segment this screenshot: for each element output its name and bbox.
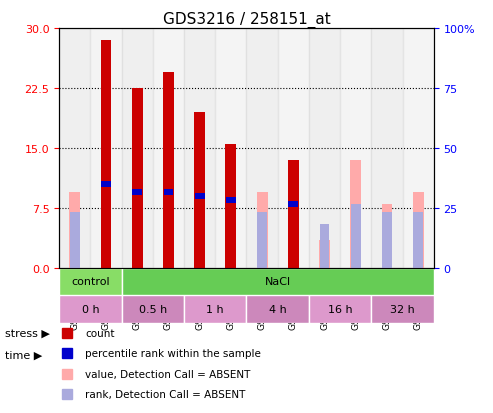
FancyBboxPatch shape: [246, 295, 309, 323]
Text: NaCl: NaCl: [265, 277, 291, 287]
Bar: [164, 189, 174, 195]
Bar: [288, 201, 298, 207]
Text: count: count: [85, 328, 115, 338]
Bar: [153, 29, 184, 268]
Bar: [382, 204, 392, 268]
Text: time ▶: time ▶: [5, 350, 42, 360]
Bar: [90, 29, 122, 268]
Bar: [226, 197, 236, 204]
FancyBboxPatch shape: [184, 295, 246, 323]
Bar: [225, 145, 236, 268]
Bar: [132, 89, 142, 268]
Text: control: control: [71, 277, 110, 287]
Bar: [59, 29, 90, 268]
Text: value, Detection Call = ABSENT: value, Detection Call = ABSENT: [85, 369, 251, 379]
FancyBboxPatch shape: [59, 295, 122, 323]
Text: 0.5 h: 0.5 h: [139, 304, 167, 314]
Bar: [403, 29, 434, 268]
Text: stress ▶: stress ▶: [5, 328, 50, 337]
Bar: [351, 204, 361, 268]
FancyBboxPatch shape: [371, 295, 434, 323]
Bar: [288, 160, 299, 268]
Bar: [257, 212, 267, 268]
Bar: [101, 181, 111, 188]
Bar: [163, 73, 174, 268]
Bar: [70, 192, 80, 268]
Bar: [319, 240, 330, 268]
Bar: [70, 212, 80, 268]
Bar: [309, 29, 340, 268]
Bar: [413, 212, 423, 268]
Bar: [184, 29, 215, 268]
FancyBboxPatch shape: [309, 295, 371, 323]
FancyBboxPatch shape: [122, 295, 184, 323]
Bar: [319, 224, 329, 268]
Text: 16 h: 16 h: [328, 304, 352, 314]
Bar: [413, 192, 423, 268]
Text: percentile rank within the sample: percentile rank within the sample: [85, 349, 261, 358]
Text: 1 h: 1 h: [207, 304, 224, 314]
Text: rank, Detection Call = ABSENT: rank, Detection Call = ABSENT: [85, 389, 246, 399]
Bar: [195, 193, 205, 199]
FancyBboxPatch shape: [59, 268, 122, 295]
Text: 0 h: 0 h: [81, 304, 99, 314]
Text: 4 h: 4 h: [269, 304, 286, 314]
Bar: [246, 29, 278, 268]
Bar: [122, 29, 153, 268]
Text: 32 h: 32 h: [390, 304, 415, 314]
Bar: [215, 29, 246, 268]
Bar: [257, 192, 268, 268]
Bar: [101, 41, 111, 268]
Bar: [132, 189, 142, 195]
Title: GDS3216 / 258151_at: GDS3216 / 258151_at: [163, 12, 330, 28]
Bar: [340, 29, 371, 268]
Bar: [382, 212, 392, 268]
Bar: [194, 113, 205, 268]
FancyBboxPatch shape: [122, 268, 434, 295]
Bar: [278, 29, 309, 268]
Bar: [351, 160, 361, 268]
Bar: [371, 29, 403, 268]
